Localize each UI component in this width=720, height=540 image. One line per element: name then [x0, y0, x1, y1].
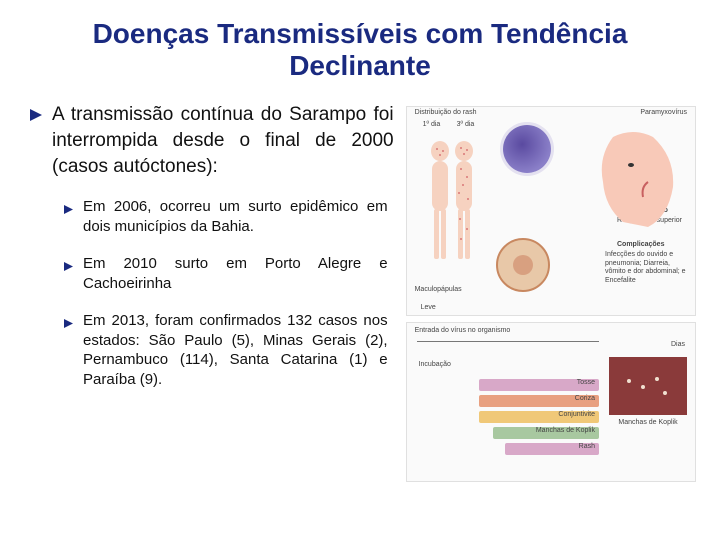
main-bullet-text: A transmissão contínua do Sarampo foi in…: [52, 102, 394, 179]
sub-bullet: Em 2010 surto em Porto Alegre e Cachoeir…: [64, 254, 388, 293]
diagram-label: Tosse: [577, 379, 595, 386]
bullet-arrow-icon: [64, 201, 73, 236]
maculopapule-icon: [495, 237, 551, 293]
diagram-label: Manchas de Koplik: [536, 427, 595, 434]
diagram-label: Complicações: [617, 241, 687, 248]
diagram-label: 3º dia: [457, 121, 475, 128]
diagram-label: Paramyxovírus: [640, 109, 687, 116]
bullet-arrow-icon: [30, 108, 42, 179]
diagram-label: Incubação: [419, 361, 451, 368]
image-column: Distribuição do rash 1º dia 3º dia Leve …: [406, 102, 696, 482]
virus-icon: [503, 125, 551, 173]
diagram-label: Infecções do ouvido e pneumonia; Diarrei…: [605, 251, 687, 285]
sub-bullet-list: Em 2006, ocorreu um surto epidêmico em d…: [30, 197, 394, 389]
koplik-spots-image: [609, 357, 687, 415]
measles-medical-diagram: Distribuição do rash 1º dia 3º dia Leve …: [406, 106, 696, 316]
sub-bullet-text: Em 2013, foram confirmados 132 casos nos…: [83, 311, 388, 389]
measles-timeline-diagram: Entrada do vírus no organismo Dias Incub…: [406, 322, 696, 482]
sub-bullet-text: Em 2010 surto em Porto Alegre e Cachoeir…: [83, 254, 388, 293]
sub-bullet-text: Em 2006, ocorreu um surto epidêmico em d…: [83, 197, 388, 236]
text-column: A transmissão contínua do Sarampo foi in…: [24, 102, 394, 482]
body-rash-icon: [423, 139, 481, 289]
head-profile-icon: [593, 127, 681, 237]
diagram-label: Rash: [579, 443, 595, 450]
bullet-arrow-icon: [64, 258, 73, 293]
diagram-label: Coriza: [575, 395, 595, 402]
main-bullet: A transmissão contínua do Sarampo foi in…: [30, 102, 394, 179]
slide-title: Doenças Transmissíveis com Tendência Dec…: [24, 18, 696, 82]
diagram-label: Dias: [671, 341, 685, 348]
content-row: A transmissão contínua do Sarampo foi in…: [24, 102, 696, 482]
sub-bullet: Em 2006, ocorreu um surto epidêmico em d…: [64, 197, 388, 236]
sub-bullet: Em 2013, foram confirmados 132 casos nos…: [64, 311, 388, 389]
diagram-label: 1º dia: [423, 121, 441, 128]
diagram-label: Entrada do vírus no organismo: [415, 327, 511, 334]
diagram-label: Conjuntivite: [558, 411, 595, 418]
days-axis: [417, 341, 599, 351]
diagram-label: Manchas de Koplik: [609, 419, 687, 426]
bullet-arrow-icon: [64, 315, 73, 389]
diagram-label: Leve: [421, 304, 436, 311]
slide-container: Doenças Transmissíveis com Tendência Dec…: [0, 0, 720, 540]
diagram-label: Distribuição do rash: [415, 109, 477, 116]
